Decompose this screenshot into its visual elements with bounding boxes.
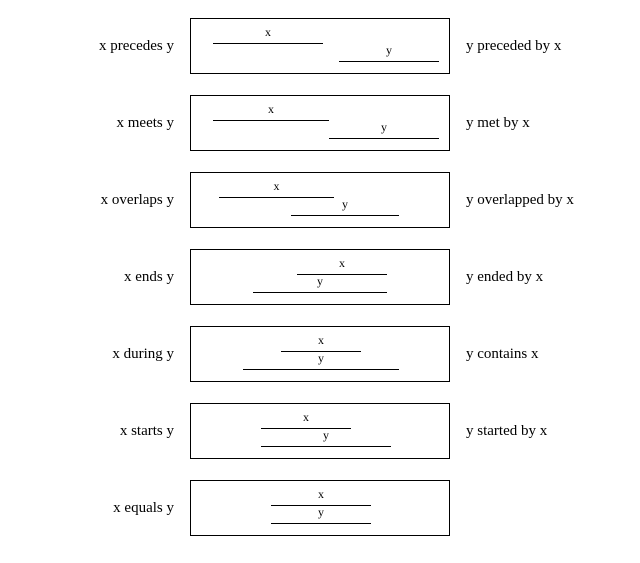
interval-line <box>253 292 387 293</box>
interval-line <box>213 43 323 44</box>
interval-y: y <box>243 356 399 370</box>
interval-label: y <box>329 121 439 133</box>
interval-x: x <box>297 261 387 275</box>
right-label: y contains x <box>460 346 605 363</box>
interval-box: xy <box>190 249 450 305</box>
interval-label: y <box>291 198 399 210</box>
left-label: x precedes y <box>35 38 180 55</box>
interval-label: y <box>271 506 371 518</box>
left-label: x equals y <box>35 500 180 517</box>
relation-row: x ends y xy y ended by x <box>0 249 640 305</box>
interval-box: xy <box>190 326 450 382</box>
interval-y: y <box>329 125 439 139</box>
interval-x: x <box>213 30 323 44</box>
interval-x: x <box>281 338 361 352</box>
left-label: x ends y <box>35 269 180 286</box>
interval-label: y <box>261 429 391 441</box>
relation-row: x meets y xy y met by x <box>0 95 640 151</box>
interval-line <box>261 446 391 447</box>
interval-box: xy <box>190 480 450 536</box>
interval-line <box>291 215 399 216</box>
interval-x: x <box>213 107 329 121</box>
interval-label: y <box>243 352 399 364</box>
interval-label: x <box>297 257 387 269</box>
interval-line <box>243 369 399 370</box>
left-label: x during y <box>35 346 180 363</box>
interval-x: x <box>219 184 334 198</box>
right-label: y ended by x <box>460 269 605 286</box>
relation-row: x equals y xy <box>0 480 640 536</box>
interval-y: y <box>291 202 399 216</box>
relation-row: x starts y xy y started by x <box>0 403 640 459</box>
interval-x: x <box>261 415 351 429</box>
interval-label: y <box>339 44 439 56</box>
interval-label: x <box>261 411 351 423</box>
diagram-page: x precedes yxyy preceded by xx meets yxy… <box>0 0 640 563</box>
right-label: y met by x <box>460 115 605 132</box>
interval-line <box>271 523 371 524</box>
left-label: x overlaps y <box>35 192 180 209</box>
interval-box: xy <box>190 172 450 228</box>
interval-y: y <box>271 510 371 524</box>
interval-line <box>213 120 329 121</box>
interval-label: x <box>281 334 361 346</box>
relation-row: x during y xy y contains x <box>0 326 640 382</box>
right-label: y overlapped by x <box>460 192 605 209</box>
right-label: y started by x <box>460 423 605 440</box>
interval-line <box>329 138 439 139</box>
interval-label: x <box>213 26 323 38</box>
interval-box: xy <box>190 403 450 459</box>
interval-y: y <box>339 48 439 62</box>
interval-x: x <box>271 492 371 506</box>
left-label: x starts y <box>35 423 180 440</box>
interval-box: xy <box>190 18 450 74</box>
interval-label: x <box>213 103 329 115</box>
interval-box: xy <box>190 95 450 151</box>
relation-row: x overlaps y xy y overlapped by x <box>0 172 640 228</box>
right-label: y preceded by x <box>460 38 605 55</box>
left-label: x meets y <box>35 115 180 132</box>
interval-line <box>339 61 439 62</box>
interval-label: x <box>219 180 334 192</box>
interval-label: y <box>253 275 387 287</box>
interval-label: x <box>271 488 371 500</box>
interval-y: y <box>261 433 391 447</box>
relation-row: x precedes yxyy preceded by x <box>0 18 640 74</box>
interval-y: y <box>253 279 387 293</box>
